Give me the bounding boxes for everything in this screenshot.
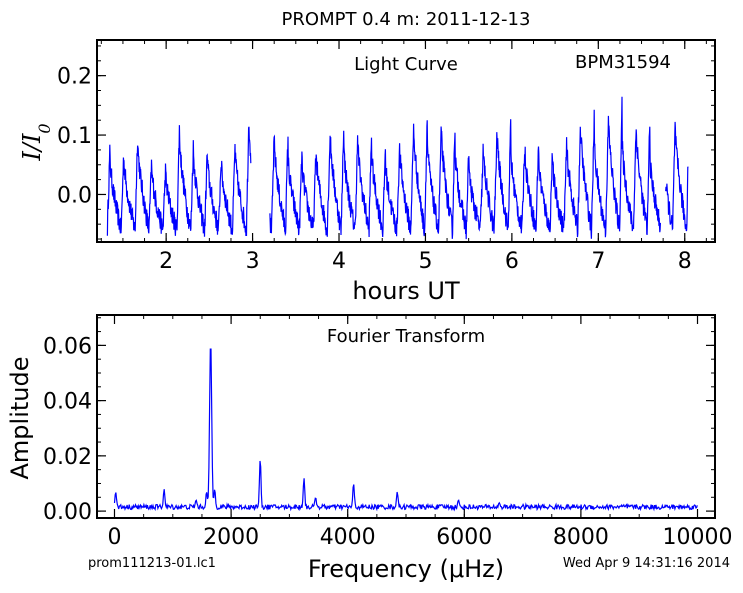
fourier-panel: 0 2000 4000 6000 8000 10000 0.00 0.02 0.04 0.06 F… <box>6 314 733 583</box>
fourier-y-axis-label: Amplitude <box>6 357 34 480</box>
ft-y-tick-label: 0.02 <box>43 445 92 470</box>
light-curve-x-axis-label: hours UT <box>352 277 460 305</box>
fourier-x-axis-label: Frequency (μHz) <box>308 555 504 583</box>
light-curve-annotation: Light Curve <box>354 54 458 75</box>
ft-x-tick-label: 10000 <box>663 525 733 550</box>
footer-timestamp: Wed Apr 9 14:31:16 2014 <box>563 556 730 571</box>
lc-x-tick-label: 4 <box>332 249 346 274</box>
lc-x-tick-label: 5 <box>418 249 432 274</box>
ft-x-tick-label: 8000 <box>553 525 609 550</box>
light-curve-axes-frame <box>96 39 716 243</box>
lc-x-tick-label: 3 <box>246 249 260 274</box>
fourier-annotation: Fourier Transform <box>327 326 485 347</box>
fourier-axes-frame <box>96 314 716 519</box>
figure-title: PROMPT 0.4 m: 2011-12-13 <box>282 9 531 30</box>
fourier-ticks: 0 2000 4000 6000 8000 10000 0.00 0.02 0.04 0.06 <box>43 315 733 550</box>
ft-y-tick-label: 0.00 <box>43 500 92 525</box>
light-curve-series <box>106 96 689 240</box>
lc-y-tick-label: 0.2 <box>57 65 92 90</box>
fourier-series <box>113 348 698 512</box>
ft-y-tick-label: 0.06 <box>43 334 92 359</box>
lc-y-tick-label: 0.0 <box>57 183 92 208</box>
ft-y-tick-label: 0.04 <box>43 390 92 415</box>
lc-y-tick-label: 0.1 <box>57 124 92 149</box>
star-name-label: BPM31594 <box>575 52 671 73</box>
ft-x-tick-label: 2000 <box>203 525 259 550</box>
lc-x-tick-label: 2 <box>159 249 173 274</box>
lc-x-tick-label: 7 <box>591 249 605 274</box>
ft-x-tick-label: 6000 <box>436 525 492 550</box>
lc-x-tick-label: 8 <box>678 249 692 274</box>
footer-filename: prom111213-01.lc1 <box>88 556 216 571</box>
lc-x-tick-label: 6 <box>505 249 519 274</box>
light-curve-panel: 2 3 4 5 6 7 8 0.0 0.1 0.2 Light Curve BPM31594 ho… <box>18 39 716 305</box>
light-curve-ticks: 2 3 4 5 6 7 8 0.0 0.1 0.2 <box>57 40 715 274</box>
light-curve-y-axis-label: I/I0 <box>18 123 54 161</box>
ft-x-tick-label: 0 <box>107 525 121 550</box>
ft-x-tick-label: 4000 <box>320 525 376 550</box>
